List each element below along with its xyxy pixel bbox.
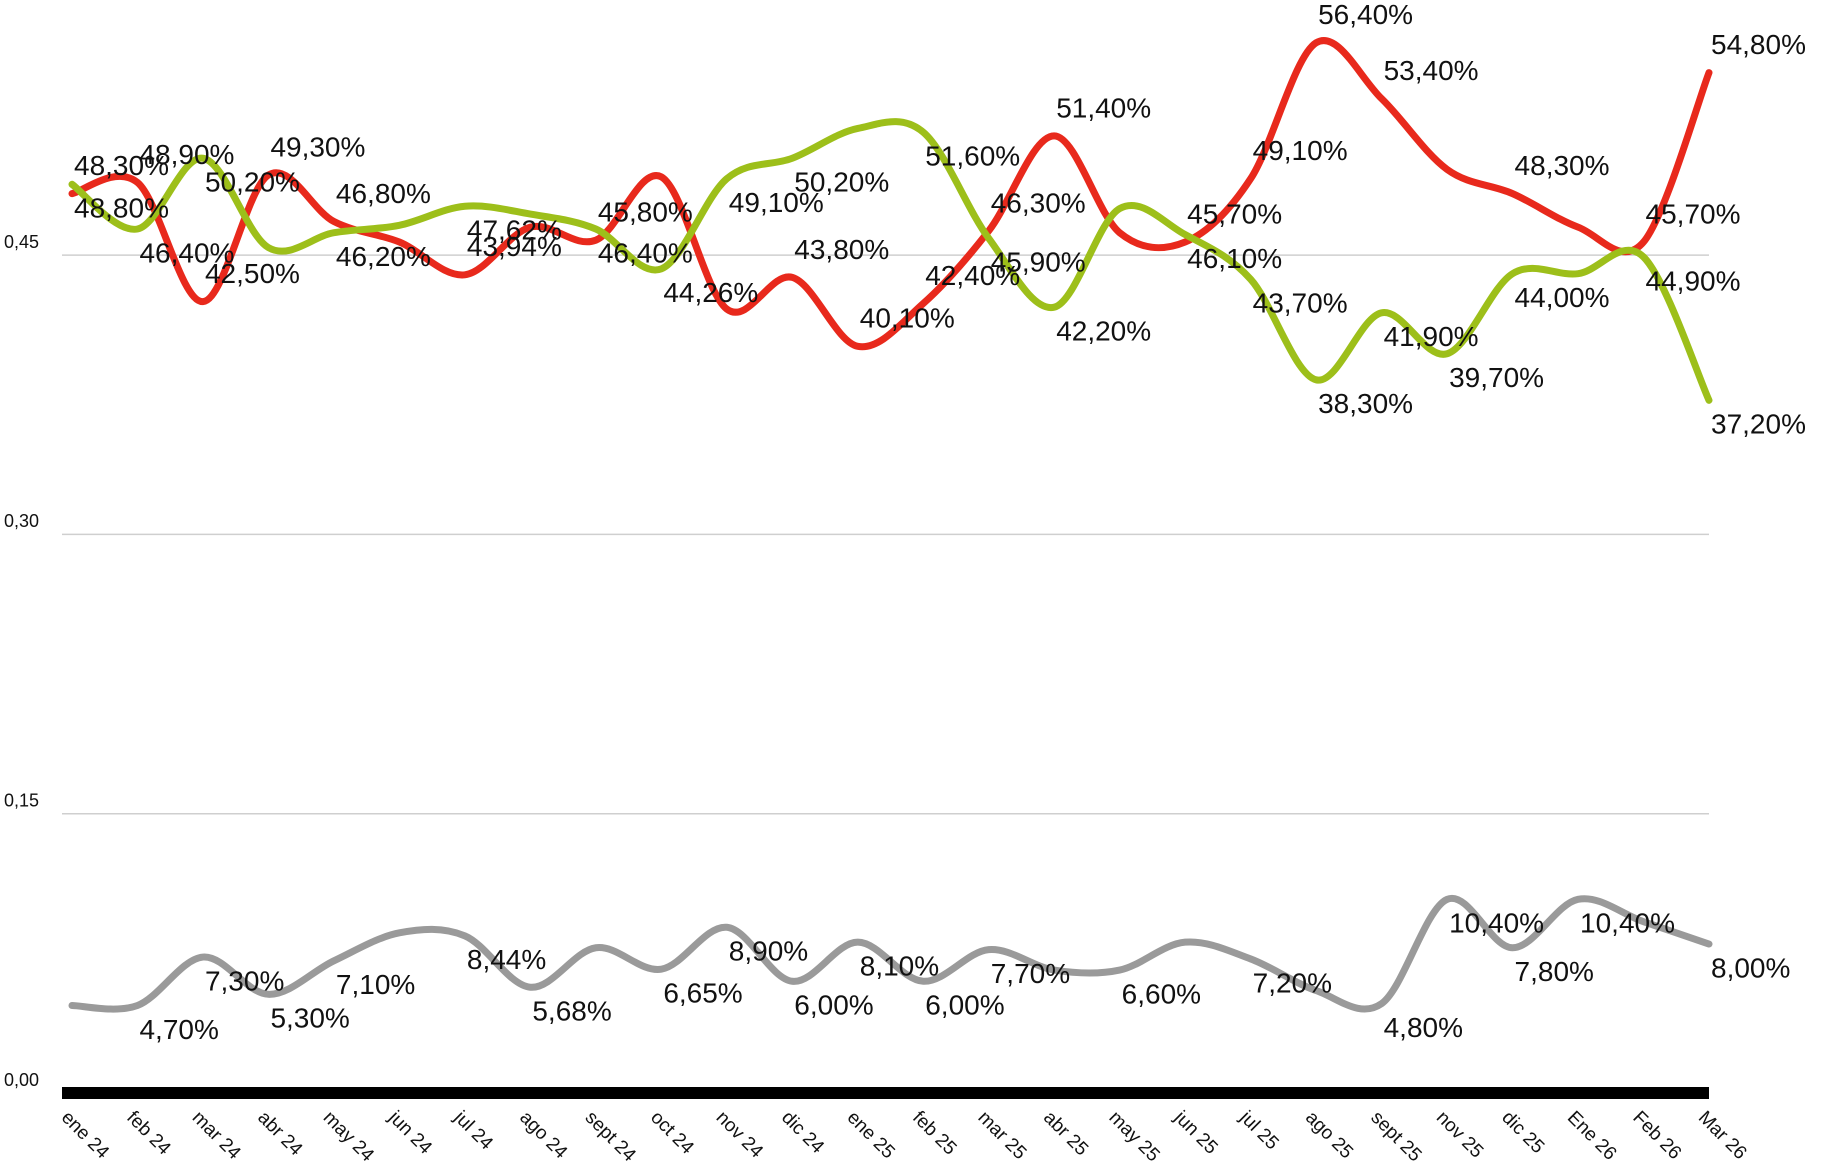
data-label: 49,10% [729,187,824,218]
data-label: 8,90% [729,936,808,967]
x-tick-label: ene 24 [57,1107,113,1163]
data-label: 43,70% [1253,288,1348,319]
data-label: 44,00% [1515,282,1610,313]
x-tick-label: mar 24 [188,1107,245,1164]
data-label: 48,90% [139,139,234,170]
data-label: 41,90% [1384,321,1479,352]
x-tick-label: mar 25 [974,1107,1031,1164]
data-label: 7,20% [1253,967,1332,998]
data-label: 10,40% [1449,908,1544,939]
x-tick-label: dic 24 [777,1107,828,1158]
data-label: 49,10% [1253,135,1348,166]
x-tick-label: jul 24 [449,1107,497,1155]
data-label: 42,20% [1056,316,1151,347]
data-label: 46,20% [336,241,431,272]
data-label: 4,80% [1384,1012,1463,1043]
data-label: 48,30% [74,150,169,181]
data-label: 44,90% [1646,265,1741,296]
data-label: 50,20% [794,167,889,198]
data-label: 6,65% [663,978,742,1009]
y-tick-label: 0,15 [4,790,39,810]
data-label: 48,30% [1515,150,1610,181]
data-label: 50,20% [205,167,300,198]
x-tick-label: jul 25 [1235,1107,1283,1155]
x-tick-label: abr 24 [253,1107,306,1160]
data-label: 8,44% [467,944,546,975]
data-label: 45,90% [991,247,1086,278]
x-tick-label: abr 25 [1039,1107,1092,1160]
data-label: 49,30% [270,131,365,162]
series-line [68,37,1713,351]
x-tick-label: may 24 [319,1107,378,1166]
data-label: 40,10% [860,303,955,334]
data-label: 10,40% [1580,908,1675,939]
x-tick-label: sept 24 [581,1107,640,1166]
y-tick-label: 0,00 [4,1070,39,1090]
data-label: 6,00% [794,990,873,1021]
data-label: 43,80% [794,234,889,265]
x-tick-label: feb 24 [122,1107,175,1160]
x-tick-label: ago 24 [515,1107,571,1163]
x-tick-label: nov 25 [1432,1107,1487,1162]
data-label: 46,40% [598,237,693,268]
data-label: 51,40% [1056,92,1151,123]
data-label: 44,26% [663,277,758,308]
data-label: 4,70% [139,1014,218,1045]
data-label: 7,80% [1515,956,1594,987]
data-label: 8,10% [860,951,939,982]
x-tick-label: jun 24 [384,1107,436,1159]
series-line [68,118,1713,404]
data-label: 45,70% [1187,198,1282,229]
data-label: 46,30% [991,187,1086,218]
data-label: 45,70% [1646,198,1741,229]
data-label: 47,62% [467,215,562,246]
data-label: 6,00% [925,990,1004,1021]
data-label: 53,40% [1384,55,1479,86]
x-tick-label: Feb 26 [1628,1107,1685,1164]
data-label: 37,20% [1711,409,1806,440]
data-label: 7,30% [205,965,284,996]
x-tick-label: oct 24 [646,1107,698,1159]
data-label: 42,40% [925,260,1020,291]
data-label: 48,80% [74,193,169,224]
data-label: 51,60% [925,141,1020,172]
x-tick-label: Mar 26 [1694,1107,1751,1164]
data-label: 45,80% [598,197,693,228]
data-label: 42,50% [205,258,300,289]
y-tick-label: 0,30 [4,511,39,531]
data-label: 56,40% [1318,0,1413,30]
x-tick-label: feb 25 [908,1107,960,1159]
x-tick-label: Ene 26 [1563,1107,1620,1164]
x-tick-label: ago 25 [1301,1107,1357,1163]
data-label: 38,30% [1318,388,1413,419]
data-label: 39,70% [1449,362,1544,393]
x-tick-label: dic 25 [1497,1107,1548,1158]
series-line [68,894,1713,1013]
data-label: 54,80% [1711,29,1806,60]
data-label: 46,80% [336,178,431,209]
data-label: 5,68% [532,996,611,1027]
data-label: 46,40% [139,237,234,268]
x-tick-label: jun 25 [1169,1107,1221,1159]
x-tick-label: may 25 [1105,1107,1164,1166]
data-label: 43,94% [467,231,562,262]
data-label: 8,00% [1711,952,1790,983]
data-label: 5,30% [270,1003,349,1034]
data-label: 7,70% [991,958,1070,989]
data-label: 7,10% [336,969,415,1000]
y-tick-label: 0,45 [4,232,39,252]
data-label: 46,10% [1187,243,1282,274]
data-label: 6,60% [1122,978,1201,1009]
x-tick-label: ene 25 [843,1107,899,1163]
x-tick-label: nov 24 [712,1107,767,1162]
x-tick-label: sept 25 [1367,1107,1426,1166]
